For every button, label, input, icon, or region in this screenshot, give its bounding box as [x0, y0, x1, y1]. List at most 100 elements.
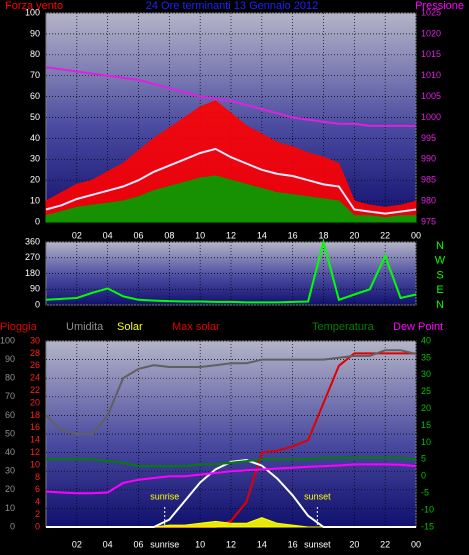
y-tick-label: 360 [25, 236, 40, 246]
y-tick-label: 30 [5, 466, 15, 476]
y-tick-label: 40 [5, 447, 15, 457]
y3-tick-label: -15 [421, 521, 434, 531]
y-tick-label: 100 [25, 7, 40, 17]
y2-tick-label: 0 [35, 521, 40, 531]
y2-tick-label: 980 [421, 195, 436, 205]
y2-tick-label: 24 [30, 373, 40, 383]
legend-entry: Solar [117, 321, 143, 333]
y-tick-label: 40 [30, 133, 40, 143]
y2-tick-label: 16 [30, 422, 40, 432]
x-tick-label: 12 [226, 230, 236, 240]
y2-axis-label: Pressione [415, 0, 464, 12]
y2-tick-label: 8 [35, 472, 40, 482]
y3-tick-label: 30 [421, 369, 431, 379]
y2-tick-label: 22 [30, 385, 40, 395]
x-tick-label: 06 [133, 539, 143, 549]
y3-tick-label: -5 [421, 488, 429, 498]
x-tick-label: 04 [103, 230, 113, 240]
series-line [45, 238, 417, 304]
x-tick-label: 22 [380, 539, 390, 549]
y2-tick-label: 14 [30, 435, 40, 445]
y-tick-label: 80 [5, 373, 15, 383]
y2-tick-label: 10 [30, 459, 40, 469]
y-tick-label: 90 [5, 354, 15, 364]
y3-tick-label: 10 [421, 437, 431, 447]
x-tick-label: 12 [226, 539, 236, 549]
y-tick-label: 10 [30, 195, 40, 205]
y-tick-label: 70 [5, 391, 15, 401]
y-tick-label: 60 [5, 410, 15, 420]
series-line [45, 463, 417, 495]
y-tick-label: 180 [25, 268, 40, 278]
x-tick-label: 06 [133, 230, 143, 240]
y3-tick-label: 0 [421, 471, 426, 481]
legend-entry: Temperatura [312, 321, 375, 333]
x-tick-label: 04 [103, 539, 113, 549]
series-line [45, 147, 417, 215]
y2-tick-label: 2 [35, 509, 40, 519]
y2-tick-label: 12 [30, 447, 40, 457]
y-tick-label: 10 [5, 503, 15, 513]
y2-tick-label: 990 [421, 154, 436, 164]
y3-tick-label: -10 [421, 504, 434, 514]
annotation-label: sunset [304, 491, 331, 501]
direction-label: E [436, 284, 443, 296]
x-tick-label: 00 [411, 539, 421, 549]
y2-tick-label: 28 [30, 348, 40, 358]
x-tick-label: 10 [195, 230, 205, 240]
y-tick-label: 0 [35, 216, 40, 226]
y3-tick-label: 40 [421, 335, 431, 345]
direction-label: N [436, 240, 444, 252]
direction-label: S [436, 269, 443, 281]
direction-label: N [436, 299, 444, 311]
direction-label: W [435, 255, 446, 267]
y3-tick-label: 35 [421, 352, 431, 362]
y2-tick-label: 1005 [421, 91, 441, 101]
series-line [46, 456, 417, 468]
y-tick-label: 30 [30, 154, 40, 164]
series-line [45, 66, 416, 127]
y3-tick-label: 25 [421, 386, 431, 396]
y2-tick-label: 1010 [421, 70, 441, 80]
y-tick-label: 0 [10, 521, 15, 531]
annotation-axis-label: sunrise [150, 539, 179, 549]
series-area [45, 175, 417, 223]
y2-tick-label: 1015 [421, 49, 441, 59]
x-tick-label: 16 [288, 539, 298, 549]
legend-entry: Pioggia [0, 321, 38, 333]
y3-tick-label: 20 [421, 403, 431, 413]
y2-tick-label: 985 [421, 175, 436, 185]
x-tick-label: 20 [349, 230, 359, 240]
x-tick-label: 02 [72, 539, 82, 549]
y3-tick-label: 5 [421, 454, 426, 464]
y-tick-label: 60 [30, 91, 40, 101]
y-tick-label: 100 [0, 335, 15, 345]
x-tick-label: 10 [195, 539, 205, 549]
y-tick-label: 80 [30, 49, 40, 59]
x-tick-label: 02 [72, 230, 82, 240]
y2-tick-label: 4 [35, 497, 40, 507]
y2-tick-label: 975 [421, 216, 436, 226]
y2-tick-label: 20 [30, 397, 40, 407]
legend-entry: Max solar [172, 321, 220, 333]
y-tick-label: 50 [30, 112, 40, 122]
x-tick-label: 00 [411, 230, 421, 240]
y-tick-label: 50 [5, 428, 15, 438]
y2-tick-label: 30 [30, 335, 40, 345]
x-tick-label: 22 [380, 230, 390, 240]
y2-tick-label: 1020 [421, 28, 441, 38]
y2-tick-label: 1025 [421, 7, 441, 17]
y-tick-label: 20 [5, 484, 15, 494]
y-tick-label: 20 [30, 175, 40, 185]
series-line [45, 349, 417, 435]
y2-tick-label: 26 [30, 360, 40, 370]
y-tick-label: 70 [30, 70, 40, 80]
y3-tick-label: 15 [421, 420, 431, 430]
legend-entry: Umidita [66, 321, 104, 333]
chart-title: 24 Ore terminanti 13 Gennaio 2012 [146, 0, 318, 12]
annotation-label: sunrise [150, 491, 179, 501]
x-tick-label: 14 [257, 539, 267, 549]
y-tick-label: 90 [30, 28, 40, 38]
y-tick-label: 90 [30, 284, 40, 294]
